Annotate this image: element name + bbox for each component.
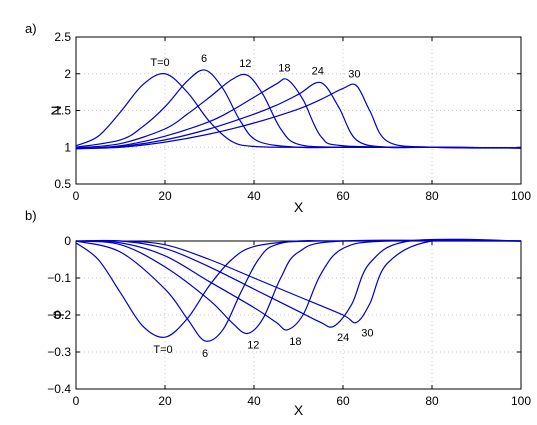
plot-area — [76, 241, 521, 389]
x-tick-label: 60 — [336, 189, 350, 203]
time-annotation: T=0 — [153, 344, 172, 356]
panel-label: b) — [25, 208, 37, 223]
x-tick-label: 100 — [511, 394, 531, 408]
x-tick-label: 20 — [158, 394, 172, 408]
time-annotation: 12 — [239, 58, 251, 70]
time-annotation: 30 — [361, 327, 373, 339]
x-tick-label: 40 — [247, 394, 261, 408]
y-axis-label: N — [48, 105, 64, 115]
time-annotation: 30 — [348, 69, 360, 81]
time-annotation: 24 — [337, 332, 349, 344]
y-tick-label: 2 — [64, 67, 71, 81]
axes-frame — [75, 36, 522, 185]
series-line-t24 — [75, 238, 522, 328]
plot-area — [76, 37, 521, 184]
series-line-t24 — [75, 81, 522, 150]
x-tick-label: 0 — [73, 394, 80, 408]
x-tick-label: 60 — [336, 394, 350, 408]
y-tick-label: −0.2 — [47, 308, 71, 322]
time-annotation: T=0 — [150, 57, 169, 69]
time-annotation: 6 — [202, 348, 208, 360]
y-tick-label: −0.3 — [47, 345, 71, 359]
y-tick-label: 0 — [64, 234, 71, 248]
y-tick-label: 1 — [64, 140, 71, 154]
series-line-t12 — [75, 239, 522, 335]
time-annotation: 18 — [289, 336, 301, 348]
panel-label: a) — [25, 21, 37, 36]
time-annotation: 12 — [247, 340, 259, 352]
series-line-t30 — [75, 238, 522, 324]
x-axis-label: X — [294, 199, 304, 215]
x-tick-label: 100 — [511, 189, 531, 203]
y-axis-label: φ — [48, 310, 64, 319]
x-axis-label: X — [294, 402, 304, 418]
x-tick-label: 20 — [158, 189, 172, 203]
x-tick-label: 0 — [73, 189, 80, 203]
y-tick-label: −0.4 — [47, 382, 71, 396]
y-tick-label: 1.5 — [54, 104, 71, 118]
time-annotation: 18 — [278, 63, 290, 75]
x-tick-label: 40 — [247, 189, 261, 203]
y-tick-label: 2.5 — [54, 30, 71, 44]
series-line-t18 — [75, 239, 522, 331]
time-annotation: 6 — [201, 53, 207, 65]
x-tick-label: 80 — [425, 189, 439, 203]
y-tick-label: −0.1 — [47, 271, 71, 285]
time-annotation: 24 — [312, 66, 324, 78]
series-line-t12 — [75, 73, 522, 149]
series-line-t18 — [75, 78, 522, 150]
x-tick-label: 80 — [425, 394, 439, 408]
series-line-t30 — [75, 83, 522, 150]
y-tick-label: 0.5 — [54, 177, 71, 191]
